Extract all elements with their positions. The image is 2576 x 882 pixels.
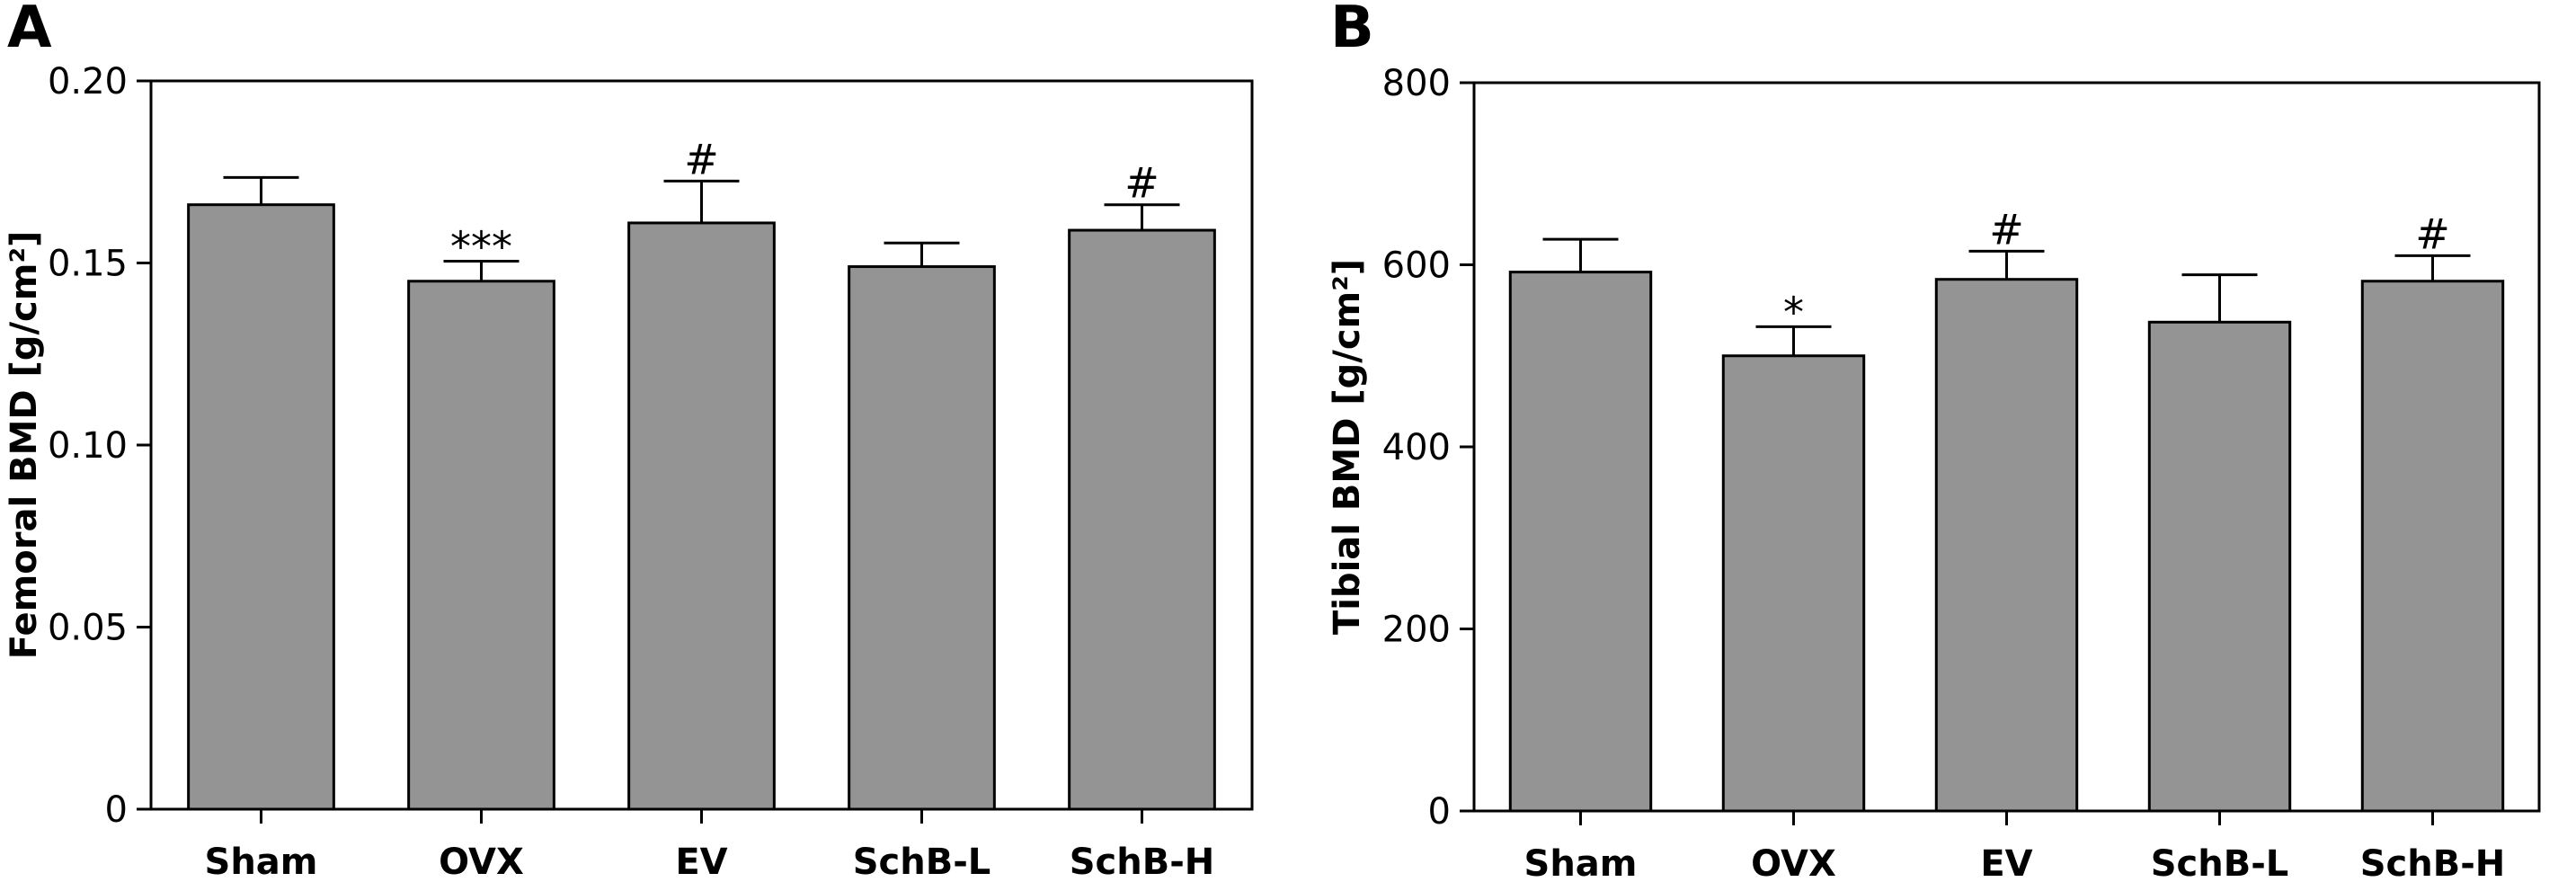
y-tick-label: 0 [105, 789, 128, 831]
y-axis-title: Femoral BMD [g/cm²] [4, 231, 45, 659]
y-axis-title: Tibial BMD [g/cm²] [1327, 259, 1368, 635]
x-tick-label: SchB-L [2151, 843, 2289, 882]
y-tick-label: 0.15 [48, 244, 128, 285]
y-tick-label: 400 [1382, 427, 1451, 468]
bar-ev [627, 221, 776, 811]
bar-ovx [407, 280, 555, 811]
bar-schb-h [1068, 228, 1216, 811]
x-tick-label: Sham [205, 842, 318, 882]
bar-ovx [1721, 354, 1866, 813]
y-tick-label: 0.20 [48, 61, 128, 102]
bar-schb-l [2147, 320, 2292, 813]
significance-label: *** [450, 222, 512, 271]
y-tick-label: 200 [1382, 610, 1451, 651]
significance-label: * [1783, 288, 1804, 336]
x-tick-label: OVX [1751, 843, 1836, 882]
bar-sham [187, 203, 335, 811]
significance-label: # [1989, 205, 2024, 254]
x-tick-label: SchB-L [853, 842, 991, 882]
x-tick-label: EV [675, 842, 727, 882]
panel-letter: A [7, 0, 52, 61]
panel-letter: B [1330, 0, 1374, 61]
bar-sham [1508, 271, 1653, 813]
bar-schb-h [2360, 280, 2505, 813]
y-tick-label: 600 [1382, 245, 1451, 287]
chart-panel-a: A 0 0.05 0.10 0.15 0.20 Femoral BMD [g/cm²] Sha… [4, 0, 1254, 882]
bar-ev [1934, 278, 2079, 813]
significance-label: # [684, 135, 719, 183]
x-tick-label: SchB-H [2360, 843, 2506, 882]
y-tick-label: 0 [1428, 791, 1451, 833]
x-tick-label: Sham [1524, 843, 1638, 882]
y-tick-label: 0.05 [48, 608, 128, 649]
y-tick-label: 800 [1382, 63, 1451, 104]
significance-label: # [1124, 159, 1159, 208]
x-tick-label: OVX [439, 842, 524, 882]
bar-schb-l [848, 265, 996, 811]
chart-panel-b: B 0 200 400 600 800 Tibial BMD [g/cm²] Sham OVX *… [1327, 0, 2541, 882]
x-tick-label: SchB-H [1070, 842, 1215, 882]
y-tick-label: 0.10 [48, 425, 128, 467]
significance-label: # [2415, 209, 2450, 258]
x-tick-label: EV [1980, 843, 2032, 882]
